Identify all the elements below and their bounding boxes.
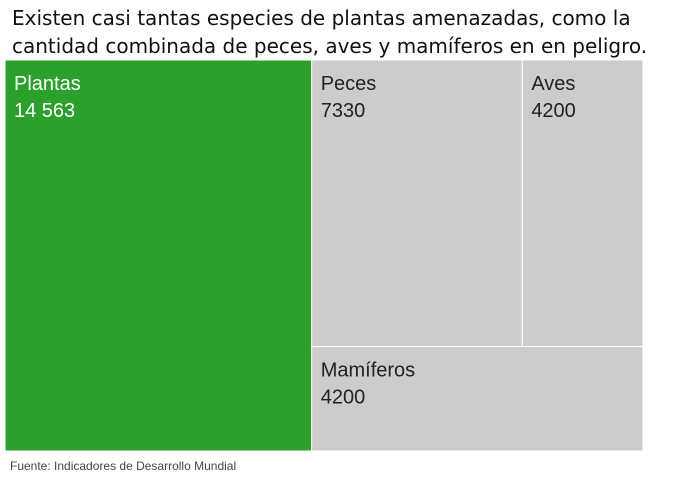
tile-aves: Aves 4200 [521,59,644,348]
tile-mamiferos: Mamíferos 4200 [311,346,644,452]
chart-title-line-2: cantidad combinada de peces, aves y mamí… [12,34,648,58]
source-note: Fuente: Indicadores de Desarrollo Mundia… [10,459,237,473]
tile-peces: Peces 7330 [311,59,523,348]
tile-name-peces: Peces [321,73,377,95]
tile-rect-plantas [4,59,313,452]
tile-value-plantas: 14 563 [14,100,75,122]
tile-value-aves: 4200 [531,100,576,122]
tile-value-mamiferos: 4200 [321,387,366,409]
tile-name-aves: Aves [531,73,575,95]
tile-name-plantas: Plantas [14,73,81,95]
chart-title: Existen casi tantas especies de plantas … [12,4,668,60]
tile-value-peces: 7330 [321,100,366,122]
chart-title-line-1: Existen casi tantas especies de plantas … [12,6,631,30]
tile-rect-aves [521,59,644,348]
tile-plantas: Plantas 14 563 [4,59,313,452]
tile-rect-mamiferos [311,346,644,452]
tile-name-mamiferos: Mamíferos [321,360,415,382]
